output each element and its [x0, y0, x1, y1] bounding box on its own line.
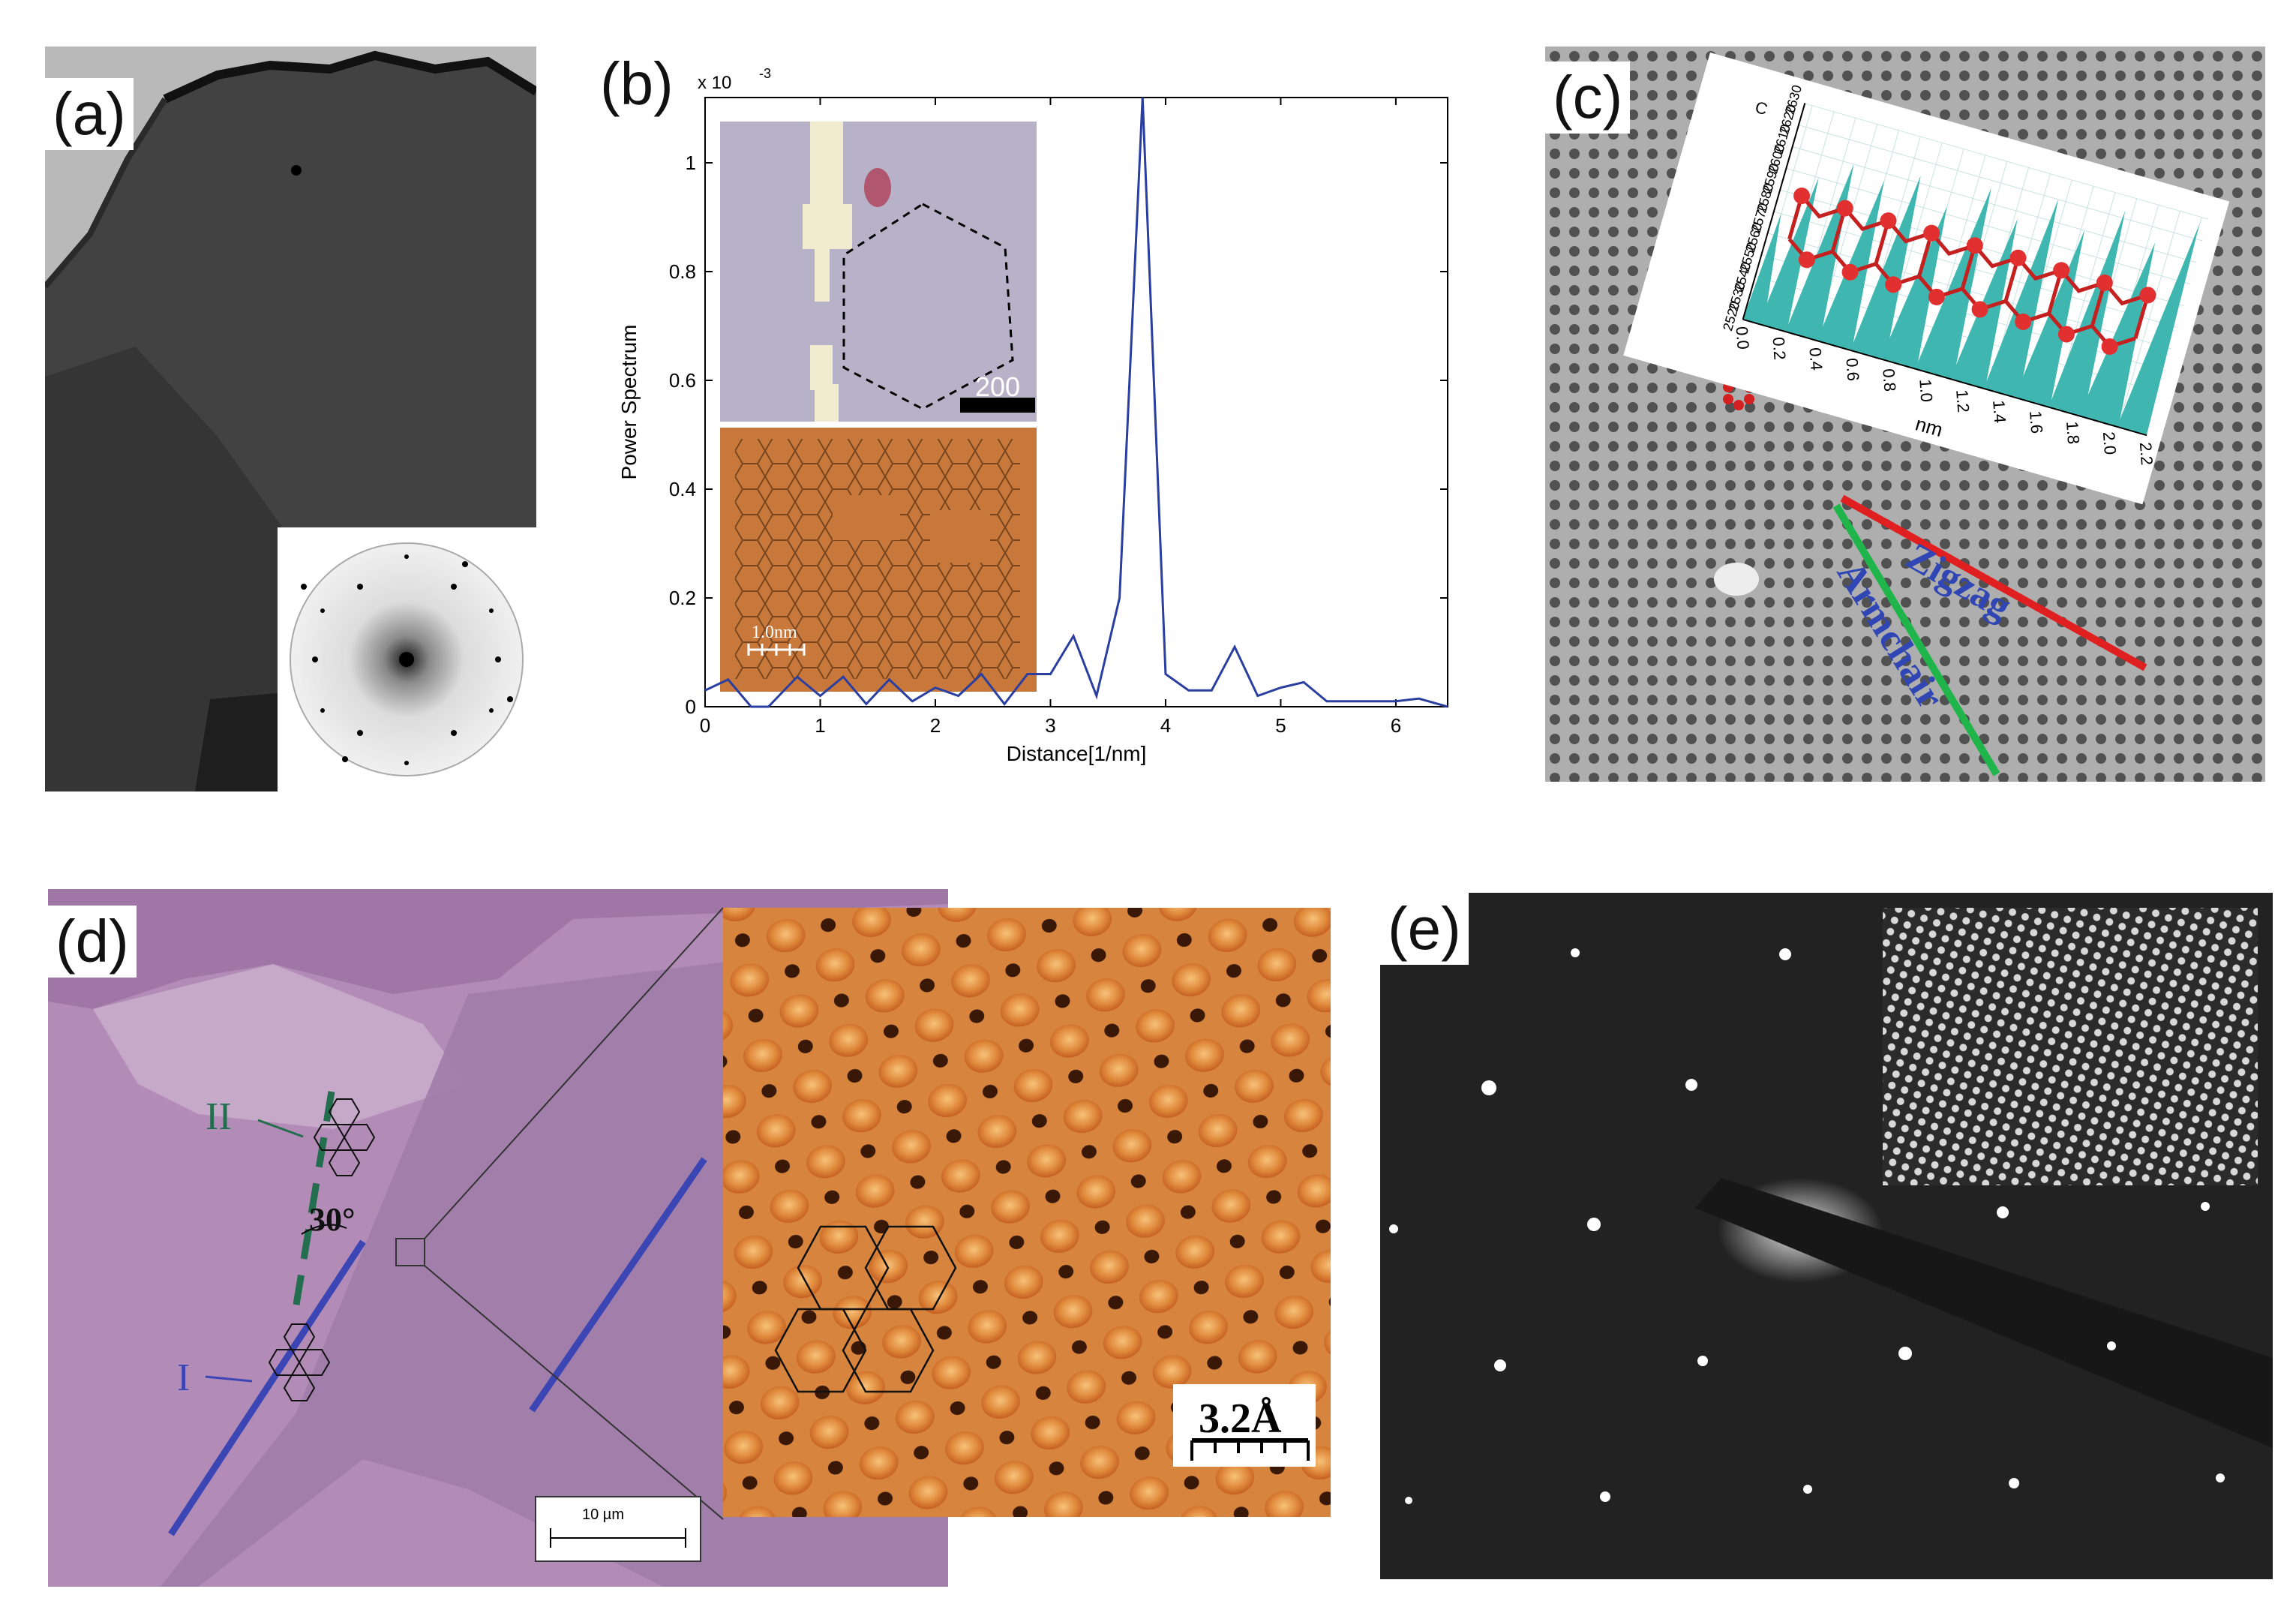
marker-I: I: [177, 1356, 190, 1399]
optical-scalebar-label: 10 µm: [582, 1506, 624, 1523]
x-tick-label: 3: [1045, 714, 1055, 737]
marker-II: II: [206, 1095, 232, 1138]
angle-label: 30°: [309, 1201, 356, 1238]
inset-x-tick-label: 1.2: [1952, 389, 1973, 413]
inset-x-tick-label: 0.8: [1879, 368, 1899, 392]
panel-a: (a): [45, 47, 536, 791]
x-tick-label: 0: [700, 714, 710, 737]
x-tick-label: 6: [1391, 714, 1401, 737]
y-tick-label: 0: [686, 695, 696, 718]
panel-c: Zigzag Armchair 2520 2530 2540 2550 2560 2570…: [1545, 47, 2265, 782]
panel-b: 200 1.0nm 0 1 2 3 4 5 6 0 0.2 0.4 0.6 0.8 1 Distance[: [585, 30, 1485, 810]
inset-x-tick-label: 0.6: [1842, 357, 1862, 381]
x-tick-label: 5: [1275, 714, 1286, 737]
inset-optical-image: 200: [720, 122, 1037, 422]
y-multiplier-exponent: -3: [759, 66, 771, 81]
inset-bottom-scale-label: 1.0nm: [752, 623, 797, 642]
inset-x-tick-label: 0.4: [1805, 347, 1826, 371]
panel-a-micrograph: [45, 47, 536, 791]
y-axis-label: Power Spectrum: [617, 325, 641, 480]
panel-b-label: (b): [593, 48, 681, 120]
panel-c-label: (c): [1545, 62, 1631, 134]
plot-area: 0 1 2 3 4 5 6 0 0.2 0.4 0.6 0.8 1 Distance[1/nm] Power…: [617, 66, 1448, 765]
panel-e: (e): [1380, 893, 2273, 1579]
inset-x-tick-label: 1.6: [2026, 410, 2046, 434]
inset-x-tick-label: 0.0: [1733, 326, 1753, 350]
x-tick-label: 2: [930, 714, 941, 737]
inset-x-tick-label: 0.2: [1769, 336, 1789, 360]
panel-e-label: (e): [1380, 893, 1469, 965]
y-tick-label: 0.2: [669, 587, 696, 609]
inset-x-ticks: 0.0 0.2 0.4 0.6 0.8 1.0 1.2 1.4 1.6 1.8 2.0 2.2: [1733, 326, 2156, 466]
x-axis-label: Distance[1/nm]: [1007, 742, 1147, 765]
inset-x-tick-label: 2.2: [2136, 442, 2156, 466]
inset-top-scale-label: 200: [975, 371, 1020, 402]
panel-d: 30° II I 10 µm: [48, 889, 1331, 1587]
panel-a-label: (a): [45, 78, 134, 150]
plot-frame: [704, 97, 1448, 707]
panel-c-micrograph: Zigzag Armchair 252025302540255025602570…: [1545, 47, 2265, 782]
inset-x-tick-label: 1.0: [1916, 378, 1936, 402]
stm-scale-label: 3.2Å: [1199, 1395, 1282, 1442]
y-tick-label: 0.6: [669, 369, 696, 392]
inset-x-tick-label: 1.8: [2063, 421, 2083, 445]
panel-d-optical: 30° II I 10 µm: [48, 889, 1331, 1587]
panel-d-label: (d): [48, 906, 137, 978]
inset-x-tick-label: 2.0: [2099, 431, 2120, 455]
y-tick-label: 1: [686, 152, 696, 174]
inset-stm-image: 1.0nm: [720, 428, 1037, 692]
y-tick-label: 0.8: [669, 260, 696, 283]
panel-e-diffraction: [1380, 893, 2273, 1579]
y-multiplier-label: x 10: [698, 73, 731, 93]
y-tick-label: 0.4: [669, 478, 696, 500]
x-tick-label: 1: [815, 714, 825, 737]
x-tick-label: 4: [1160, 714, 1171, 737]
inset-y-label: C: [1753, 98, 1769, 119]
inset-x-tick-label: 1.4: [1989, 400, 2009, 424]
